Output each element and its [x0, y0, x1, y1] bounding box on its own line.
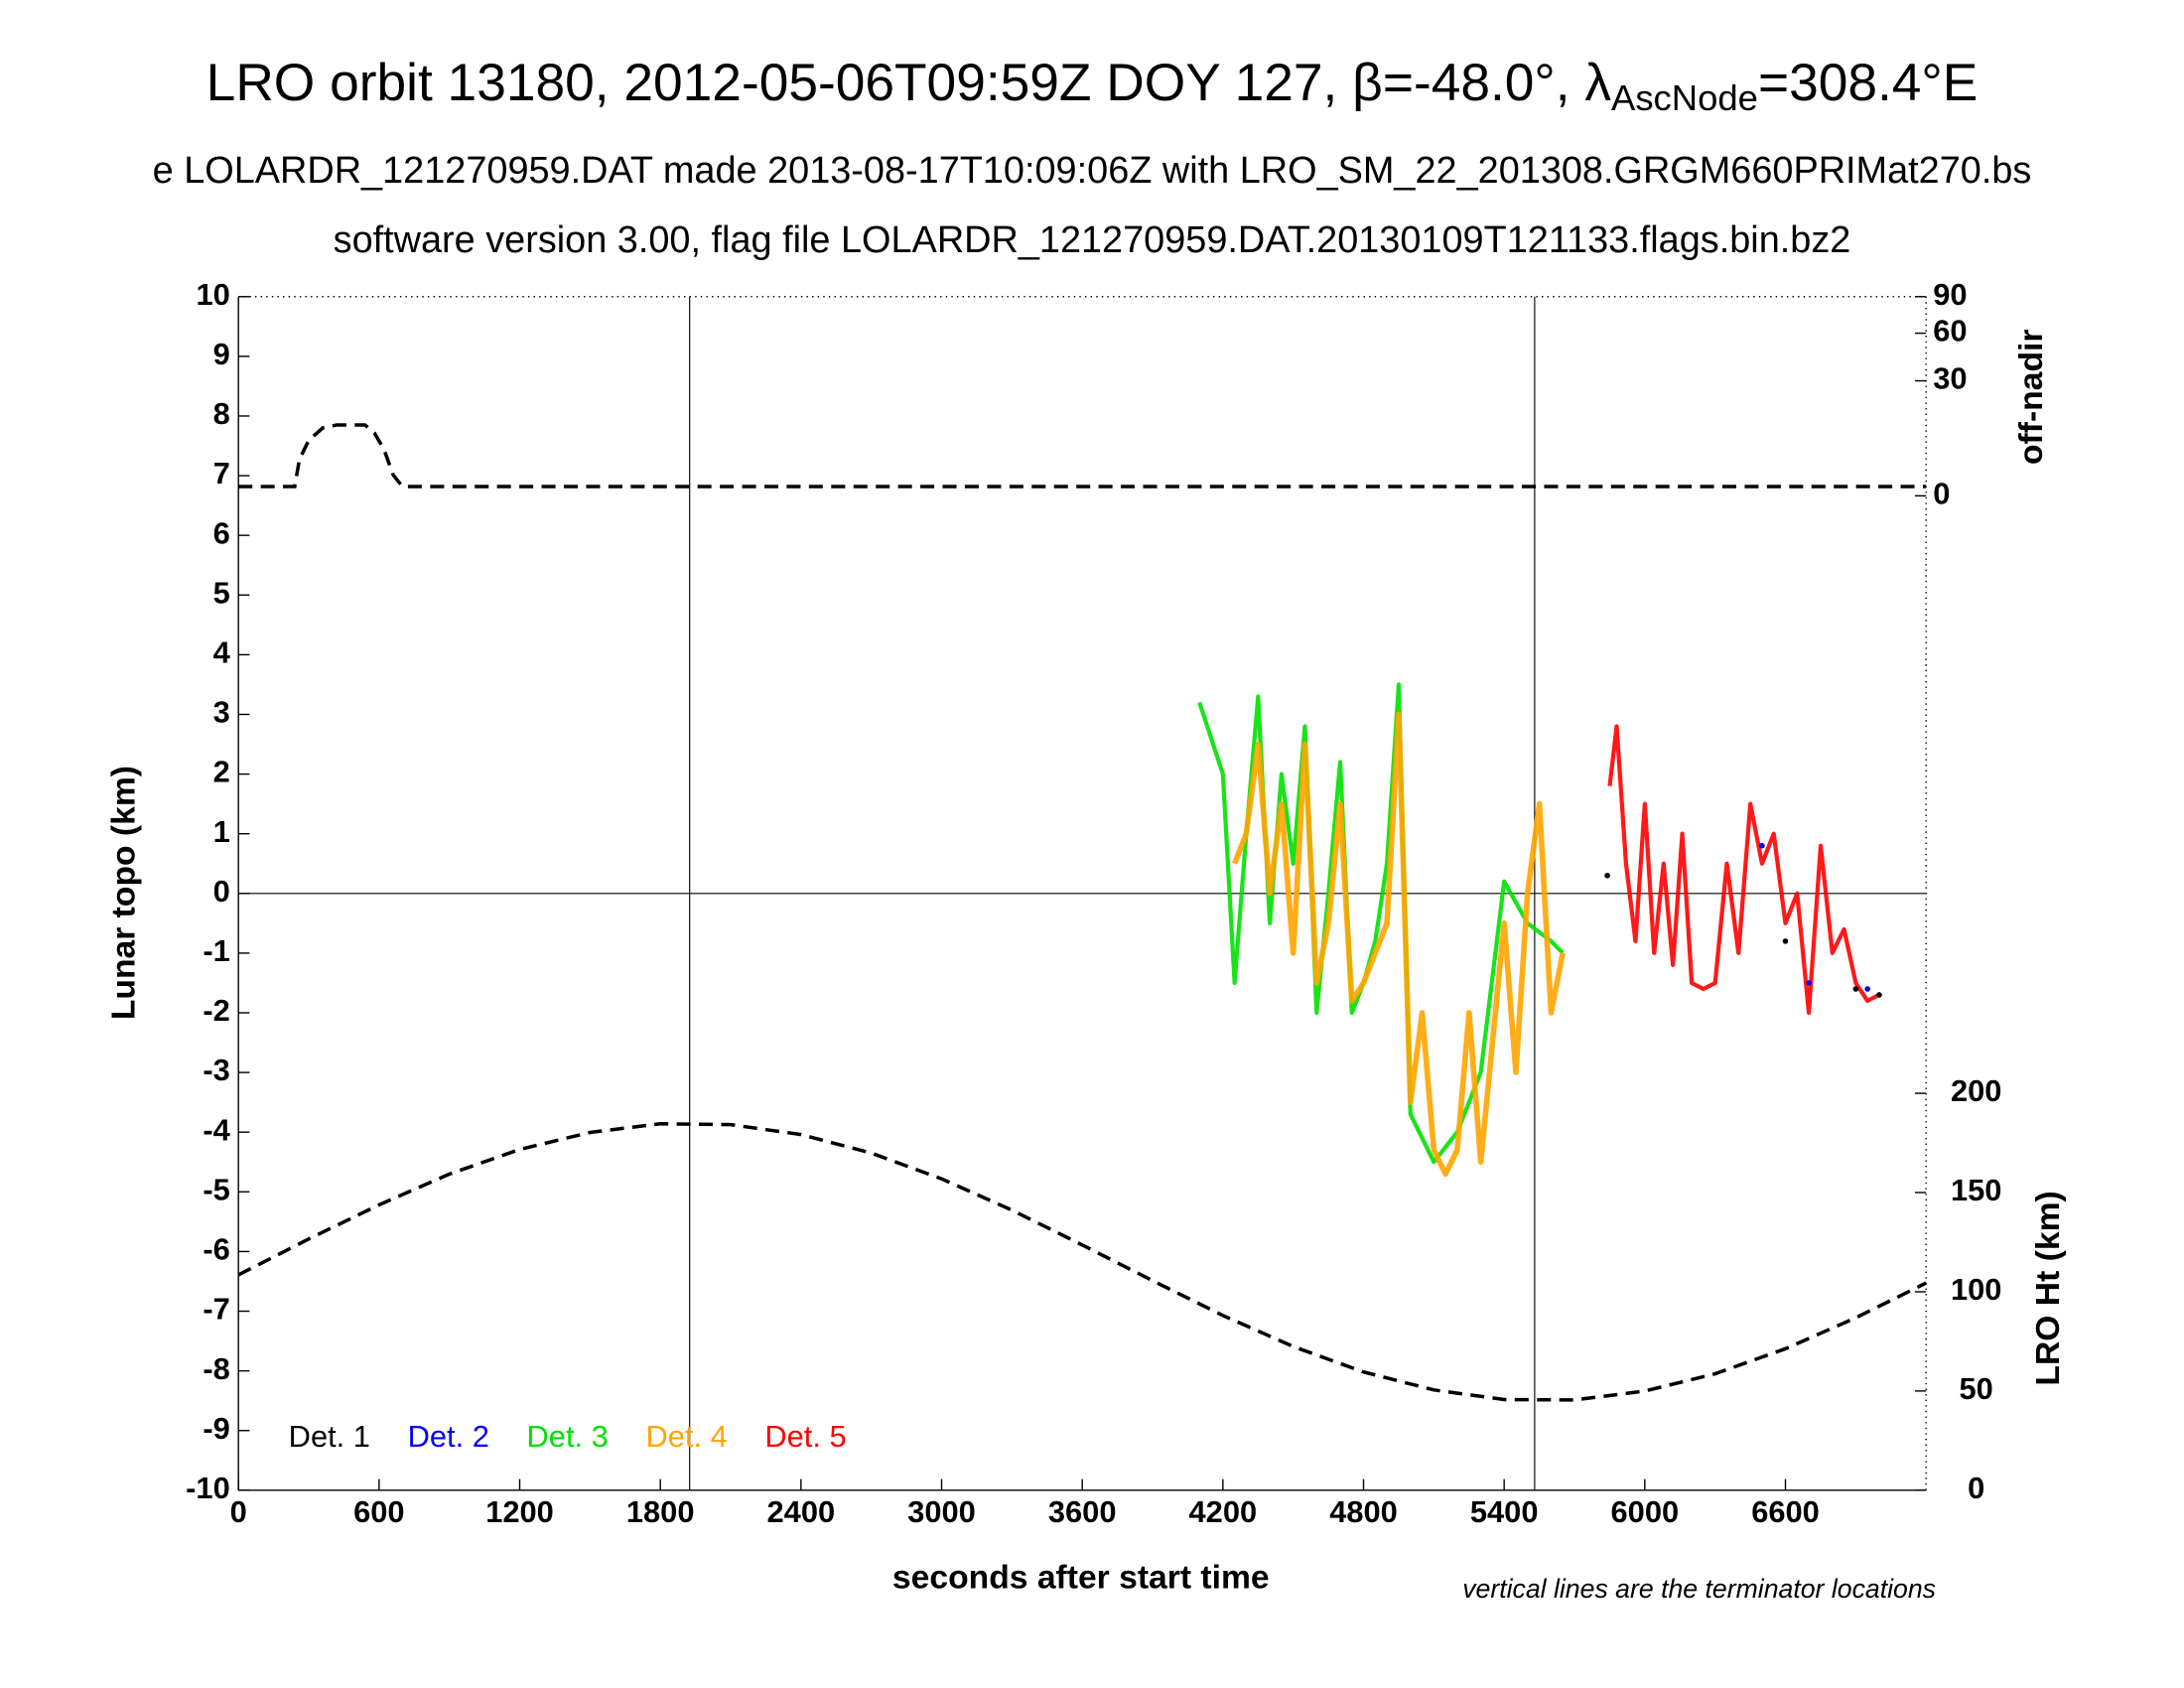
y-tick-label: 3 — [213, 695, 230, 730]
legend-entry: Det. 1 — [289, 1419, 370, 1454]
x-tick-label: 3600 — [1048, 1494, 1117, 1529]
topo-trace — [1197, 682, 1565, 1165]
y-tick-label: -1 — [203, 933, 229, 968]
topo-point — [1806, 980, 1812, 986]
y3-tick-label: 0 — [1968, 1471, 1984, 1505]
topo-point — [1604, 872, 1610, 879]
title-end: =308.4°E — [1758, 54, 1978, 112]
y-tick-label: -9 — [203, 1411, 229, 1446]
y-tick-label: 6 — [213, 515, 230, 550]
y2-tick-label: 0 — [1933, 476, 1950, 510]
legend-entry: Det. 4 — [645, 1419, 727, 1454]
y-tick-label: 1 — [213, 814, 230, 849]
x-tick-label: 2400 — [767, 1494, 836, 1529]
legend-entry: Det. 2 — [408, 1419, 489, 1454]
annotation: vertical lines are the terminator locati… — [1462, 1574, 1936, 1604]
y2-tick-label: 90 — [1933, 277, 1967, 312]
y-tick-label: 10 — [196, 277, 229, 312]
x-tick-label: 600 — [353, 1494, 404, 1529]
legend-entry: Det. 3 — [527, 1419, 609, 1454]
y-tick-label: -10 — [186, 1471, 230, 1505]
y-tick-label: -3 — [203, 1053, 229, 1087]
x-tick-label: 6600 — [1751, 1494, 1820, 1529]
topo-point — [1876, 992, 1882, 998]
y-tick-label: 0 — [213, 874, 230, 909]
y-tick-label: 8 — [213, 396, 230, 431]
y3-tick-label: 50 — [1960, 1371, 1993, 1406]
y-axis-label: Lunar topo (km) — [105, 766, 142, 1020]
y3-tick-label: 200 — [1951, 1073, 2001, 1108]
y-tick-label: -7 — [203, 1292, 229, 1327]
y-tick-label: 7 — [213, 456, 230, 491]
x-tick-label: 5400 — [1470, 1494, 1539, 1529]
altitude-line — [237, 1122, 1927, 1402]
y3-tick-label: 100 — [1951, 1272, 2001, 1307]
y3-axis-label: LRO Ht (km) — [2030, 1191, 2067, 1385]
subtitle: software version 3.00, flag file LOLARDR… — [334, 219, 1851, 261]
y-tick-label: -8 — [203, 1351, 229, 1386]
chart-title: LRO orbit 13180, 2012-05-06T09:59Z DOY 1… — [206, 54, 1979, 118]
x-tick-label: 0 — [230, 1494, 247, 1529]
off-nadir-line — [238, 423, 1927, 489]
x-tick-label: 4200 — [1189, 1494, 1258, 1529]
subtitle: e LOLARDR_121270959.DAT made 2013-08-17T… — [153, 150, 2032, 192]
x-tick-label: 4800 — [1329, 1494, 1398, 1529]
topo-point — [1852, 986, 1859, 992]
y-tick-label: 5 — [213, 575, 230, 610]
y-tick-label: 9 — [213, 337, 230, 371]
topo-point — [1782, 938, 1789, 944]
y2-tick-label: 60 — [1933, 314, 1967, 349]
y-tick-label: -4 — [203, 1112, 229, 1147]
y-tick-label: -6 — [203, 1232, 229, 1267]
x-tick-label: 6000 — [1611, 1494, 1680, 1529]
y-tick-label: -5 — [203, 1172, 229, 1206]
title-main: LRO orbit 13180, 2012-05-06T09:59Z DOY 1… — [206, 54, 1612, 112]
y2-tick-label: 30 — [1933, 361, 1967, 396]
legend-entry: Det. 5 — [764, 1419, 846, 1454]
topo-point — [1759, 842, 1765, 849]
topo-point — [1864, 986, 1870, 992]
topo-trace — [1607, 724, 1880, 1016]
y2-axis-label: off-nadir — [2013, 330, 2050, 465]
x-tick-label: 3000 — [907, 1494, 976, 1529]
y-tick-label: 4 — [213, 635, 230, 670]
y3-tick-label: 150 — [1951, 1173, 2001, 1207]
x-tick-label: 1200 — [485, 1494, 554, 1529]
y-tick-label: -2 — [203, 993, 229, 1028]
title-sub: AscNode — [1611, 77, 1758, 118]
topo-trace — [1232, 711, 1566, 1178]
x-axis-label: seconds after start time — [892, 1559, 1270, 1596]
x-tick-label: 1800 — [626, 1494, 695, 1529]
y-tick-label: 2 — [213, 755, 230, 789]
